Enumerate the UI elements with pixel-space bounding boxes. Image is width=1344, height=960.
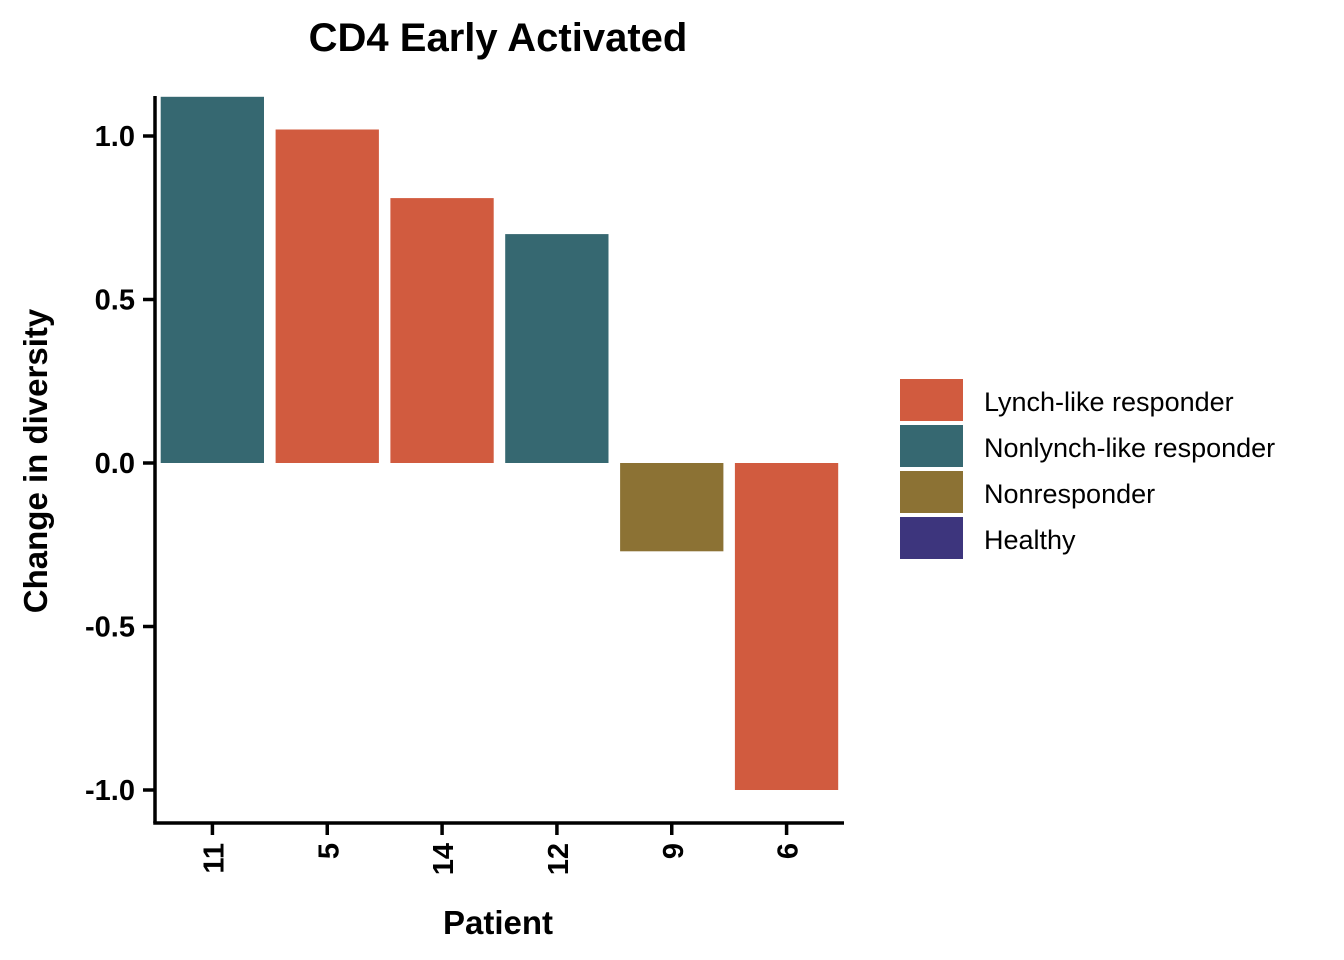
bar-patient-12	[505, 234, 609, 463]
y-tick-label: 0.5	[95, 285, 135, 317]
bars-group	[160, 96, 839, 790]
legend-key	[900, 379, 963, 421]
chart-title: CD4 Early Activated	[309, 16, 688, 60]
x-tick-label: 5	[313, 843, 345, 859]
y-axis-title: Change in diversity	[17, 308, 54, 613]
legend-key	[900, 517, 963, 559]
legend-key	[900, 471, 963, 513]
y-tick-label: -1.0	[85, 775, 135, 807]
x-axis: 11 5 14 12 9 6	[153, 821, 844, 875]
y-tick-label: -0.5	[85, 612, 135, 644]
bar-patient-11	[160, 96, 264, 464]
legend-key	[900, 425, 963, 467]
y-tick-label: 1.0	[95, 121, 135, 153]
bar-patient-6	[734, 463, 839, 790]
legend-label: Nonresponder	[984, 479, 1155, 509]
x-tick-label: 12	[543, 843, 575, 875]
legend: Lynch-like responder Nonlynch-like respon…	[900, 379, 1275, 559]
x-tick-label: 6	[773, 843, 805, 859]
y-axis: 1.0 0.5 0.0 -0.5 -1.0	[85, 96, 157, 823]
bar-patient-14	[390, 198, 494, 463]
bar-patient-5	[275, 129, 379, 463]
legend-label: Nonlynch-like responder	[984, 433, 1275, 463]
x-tick-label: 9	[658, 843, 690, 859]
y-tick-label: 0.0	[95, 448, 135, 480]
bar-patient-9	[620, 463, 724, 552]
x-tick-label: 11	[198, 843, 230, 874]
legend-label: Lynch-like responder	[984, 387, 1234, 417]
legend-label: Healthy	[984, 525, 1076, 555]
x-tick-label: 14	[428, 843, 460, 875]
x-axis-title: Patient	[443, 904, 553, 941]
